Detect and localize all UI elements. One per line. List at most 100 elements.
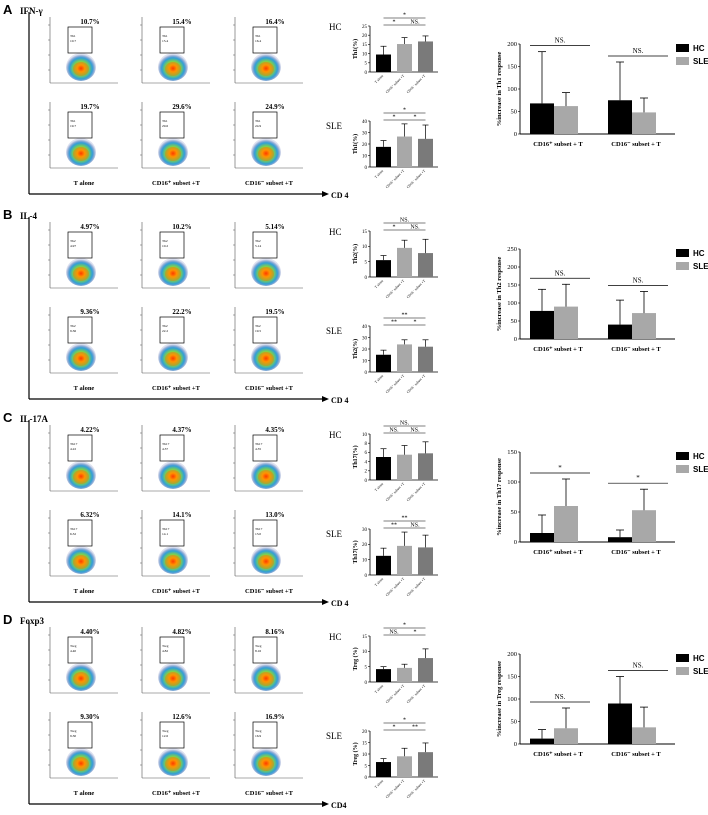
gate-name: Th17 xyxy=(162,527,170,531)
bar-sle xyxy=(632,313,656,339)
y-tick-label: 6 xyxy=(365,451,368,456)
gate-value: 15.4 xyxy=(162,39,168,43)
gate-value: 19.7 xyxy=(70,124,76,128)
y-tick-label: 50 xyxy=(511,719,518,726)
flow-density-core xyxy=(258,470,274,484)
gate-name: Th17 xyxy=(70,442,78,446)
y-tick-label: 50 xyxy=(511,509,518,516)
percent-label: 4.37% xyxy=(172,426,191,434)
flow-density xyxy=(251,343,281,371)
percent-label: 13.0% xyxy=(265,511,284,519)
flow-density xyxy=(158,663,188,691)
legend: HC SLE xyxy=(676,44,708,66)
gate-value: 8.16 xyxy=(255,649,261,653)
y-tick-label: 0 xyxy=(365,776,368,781)
gate-name: Th17 xyxy=(162,442,170,446)
y-axis-label: Th2(%) xyxy=(352,244,359,264)
bar xyxy=(418,752,433,777)
small-chart-hc: 0 5 10 15 Th2(%) T alone CD16⁺ subset +T CD16⁻ … xyxy=(352,218,438,299)
y-tick-label: 20 xyxy=(362,143,368,148)
gate-name: Th2 xyxy=(70,324,76,328)
percent-label: 6.32% xyxy=(80,511,99,519)
percent-label: 4.40% xyxy=(80,628,99,636)
sig-label: NS. xyxy=(389,428,399,434)
gate-value: 13.0 xyxy=(255,532,261,536)
y-axis-label: Th17(%) xyxy=(352,540,359,563)
y-tick-label: 50 xyxy=(511,318,518,325)
bar-hc xyxy=(530,310,554,339)
x-tick-label: CD16⁻ subset +T xyxy=(406,73,427,94)
bar-sle xyxy=(554,728,578,744)
y-axis-label: %increase in Th2 response xyxy=(496,257,503,332)
flow-density xyxy=(158,53,188,81)
y-tick-label: 5 xyxy=(365,764,368,769)
x-tick-label: CD16⁻ subset +T xyxy=(406,278,427,299)
x-tick-label: CD16⁺ subset +T xyxy=(385,278,406,299)
hc-row-label: HC xyxy=(329,22,342,32)
condition-label: CD16⁺ subset +T xyxy=(152,180,201,187)
condition-label: CD16⁺ subset +T xyxy=(152,385,201,392)
small-chart-hc: 0 5 10 15 Treg (%) T alone CD16⁺ subset +T CD16… xyxy=(352,623,438,704)
sig-label: ** xyxy=(391,320,397,326)
x-tick-label: CD16⁻ subset +T xyxy=(406,683,427,704)
gate-box xyxy=(252,434,278,462)
y-tick-label: 0 xyxy=(514,131,517,138)
x-tick-label: T alone xyxy=(374,169,385,180)
gate-value: 9.30 xyxy=(70,734,76,738)
y-tick-label: 20 xyxy=(362,34,368,39)
percent-label: 4.35% xyxy=(265,426,284,434)
flow-density-core xyxy=(165,62,181,76)
y-axis-label: Th2(%) xyxy=(352,339,359,359)
flow-density xyxy=(158,546,188,574)
y-axis-label: Treg (%) xyxy=(352,742,359,765)
bar-hc xyxy=(530,533,554,542)
sig-label: NS. xyxy=(410,428,420,434)
bar-sle xyxy=(554,106,578,134)
sle-row-label: SLE xyxy=(326,529,343,539)
gate-value: 10.2 xyxy=(162,244,168,248)
legend-swatch-hc xyxy=(676,44,689,52)
y-tick-label: 100 xyxy=(507,300,517,307)
y-tick-label: 30 xyxy=(362,131,368,136)
y-tick-label: 20 xyxy=(362,730,368,735)
percent-label: 9.36% xyxy=(80,308,99,316)
flow-density-core xyxy=(258,352,274,366)
percent-label: 9.30% xyxy=(80,713,99,721)
flow-density-core xyxy=(258,147,274,161)
marker-label: IFN-γ xyxy=(20,6,43,16)
flow-density xyxy=(251,546,281,574)
bar xyxy=(376,54,391,72)
y-tick-label: 0 xyxy=(365,166,368,171)
gate-value: 6.32 xyxy=(70,532,76,536)
sig-label: * xyxy=(414,630,417,636)
sig-label: NS. xyxy=(633,662,644,670)
y-tick-label: 20 xyxy=(362,348,368,353)
cd4-arrow xyxy=(322,599,329,605)
legend-label-hc: HC xyxy=(693,249,705,258)
percent-label: 16.9% xyxy=(265,713,284,721)
sle-row-label: SLE xyxy=(326,121,343,131)
sig-label: NS. xyxy=(555,37,566,45)
y-axis-label: Th1(%) xyxy=(352,39,359,59)
group-label: CD16⁻ subset + T xyxy=(611,549,661,556)
gate-value: 9.36 xyxy=(70,329,76,333)
legend-label-sle: SLE xyxy=(693,57,708,66)
y-tick-label: 0 xyxy=(365,574,368,579)
y-tick-label: 10 xyxy=(362,558,368,563)
percent-label: 10.2% xyxy=(172,223,191,231)
marker-label: Foxp3 xyxy=(20,616,45,626)
y-tick-label: 150 xyxy=(507,64,517,71)
sig-label: * xyxy=(636,474,640,482)
condition-label: CD16⁻ subset +T xyxy=(245,588,294,595)
y-tick-label: 0 xyxy=(365,71,368,76)
flow-density-core xyxy=(165,352,181,366)
small-chart-hc: 0 2 4 6 8 10 Th17(%) T alone CD16⁺ subset +T CD16… xyxy=(352,421,438,502)
gate-value: 4.37 xyxy=(162,447,168,451)
